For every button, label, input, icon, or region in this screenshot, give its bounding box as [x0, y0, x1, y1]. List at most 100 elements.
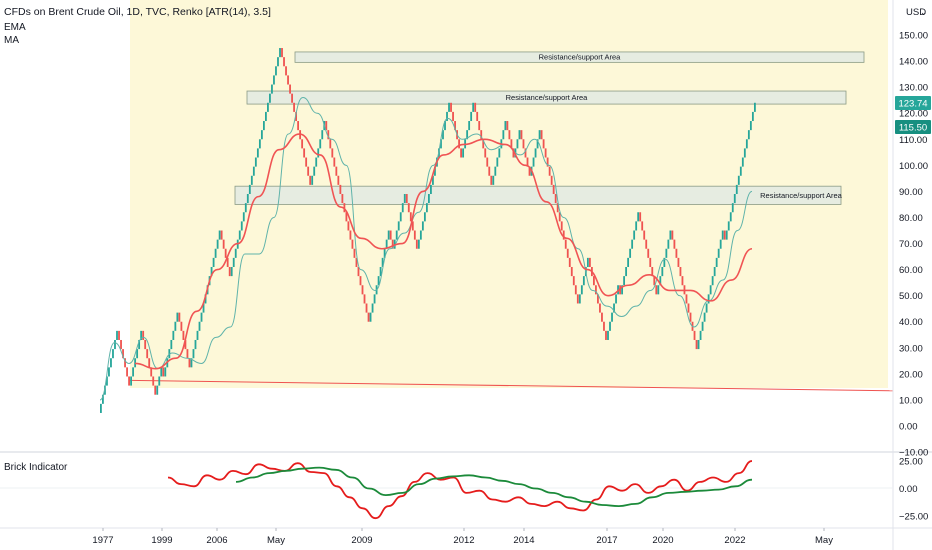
down-brick: [337, 175, 340, 185]
down-brick: [291, 93, 293, 103]
up-brick: [311, 175, 314, 185]
price-tick-label: 100.00: [899, 161, 928, 172]
up-brick: [518, 130, 521, 140]
ema-legend[interactable]: EMA: [4, 22, 26, 33]
up-brick: [534, 148, 537, 158]
down-brick: [150, 367, 153, 377]
down-brick: [490, 175, 493, 185]
up-brick: [397, 221, 400, 231]
up-brick: [425, 203, 428, 213]
zone-label: Resistance/support Area: [506, 93, 589, 102]
down-brick: [325, 121, 328, 131]
down-brick: [353, 248, 356, 258]
down-brick: [524, 148, 527, 158]
price-tick-label: 50.00: [899, 291, 923, 302]
up-brick: [470, 111, 473, 122]
up-brick: [218, 230, 221, 240]
price-tick-label: −10.00: [899, 448, 928, 459]
up-brick: [108, 367, 110, 377]
down-brick: [544, 148, 547, 158]
time-tick-label: 2020: [652, 535, 673, 546]
down-brick: [415, 239, 418, 249]
up-brick: [739, 166, 742, 176]
up-brick: [106, 376, 108, 386]
up-brick: [244, 203, 247, 213]
down-brick: [162, 367, 165, 377]
down-brick: [363, 294, 366, 304]
indicator-tick-label: −25.00: [899, 512, 928, 523]
up-brick: [277, 57, 279, 67]
up-brick: [709, 285, 712, 295]
down-brick: [413, 230, 416, 240]
down-brick: [476, 111, 479, 122]
time-tick-label: 2012: [453, 535, 474, 546]
down-brick: [152, 376, 155, 386]
down-brick: [478, 121, 481, 131]
ma-legend[interactable]: MA: [4, 35, 19, 46]
up-brick: [232, 257, 235, 267]
up-brick: [665, 248, 668, 258]
up-brick: [611, 312, 613, 322]
up-brick: [659, 276, 662, 286]
up-brick: [176, 312, 179, 322]
symbol-title[interactable]: CFDs on Brent Crude Oil, 1D, TVC, Renko …: [4, 6, 271, 18]
price-tick-label: 40.00: [899, 317, 923, 328]
brick-indicator-red-line: [167, 460, 753, 520]
indicator-tick-label: 0.00: [899, 484, 918, 495]
down-brick: [339, 184, 342, 195]
up-brick: [705, 303, 708, 313]
down-brick: [572, 276, 575, 286]
down-brick: [520, 130, 523, 140]
down-brick: [450, 102, 452, 112]
price-axis[interactable]: −10.00 0.00 10.00 20.00 30.00 40.00 50.00 60.00…: [899, 31, 928, 459]
up-brick: [496, 157, 499, 167]
down-brick: [508, 130, 511, 140]
up-brick: [214, 248, 217, 258]
up-brick: [504, 121, 507, 131]
up-brick: [116, 330, 118, 340]
down-brick: [599, 303, 601, 313]
up-brick: [158, 376, 161, 386]
time-axis[interactable]: 1977 1999 2006 May 2009 2012 2014 2017 2020 2022 M…: [92, 528, 833, 546]
price-tick-label: 130.00: [899, 83, 928, 94]
price-tick-label: 90.00: [899, 187, 923, 198]
down-brick: [333, 157, 336, 167]
down-brick: [351, 239, 354, 249]
zone-label: Resistance/support Area: [539, 53, 622, 62]
price-tick-label: 120.00: [899, 109, 928, 120]
indicator-axis[interactable]: −25.00 0.00 25.00: [899, 457, 928, 523]
down-brick: [655, 285, 658, 295]
up-brick: [717, 248, 720, 258]
down-brick: [484, 148, 487, 158]
up-brick: [753, 102, 756, 112]
up-brick: [502, 130, 505, 140]
up-brick: [440, 139, 442, 149]
up-brick: [637, 212, 640, 222]
up-brick: [170, 339, 173, 350]
down-brick: [347, 221, 350, 231]
down-brick: [474, 102, 477, 112]
down-brick: [228, 266, 231, 277]
down-brick: [458, 139, 460, 149]
up-brick: [749, 121, 752, 131]
renko-bricks: [100, 48, 756, 413]
up-brick: [114, 339, 116, 350]
down-brick: [506, 121, 509, 131]
down-brick: [546, 157, 549, 167]
up-brick: [260, 130, 263, 140]
up-brick: [403, 194, 406, 204]
up-brick: [721, 230, 724, 240]
currency-selector[interactable]: USD ⌄: [906, 7, 928, 18]
time-tick-label: 2014: [513, 535, 534, 546]
brick-indicator-legend[interactable]: Brick Indicator: [4, 462, 68, 473]
up-brick: [737, 175, 740, 185]
down-brick: [593, 276, 595, 286]
up-brick: [112, 349, 114, 359]
down-brick: [649, 257, 652, 267]
time-tick-label: 1999: [151, 535, 172, 546]
up-brick: [421, 221, 424, 231]
down-brick: [675, 248, 678, 258]
up-brick: [699, 330, 702, 340]
up-brick: [657, 285, 660, 295]
